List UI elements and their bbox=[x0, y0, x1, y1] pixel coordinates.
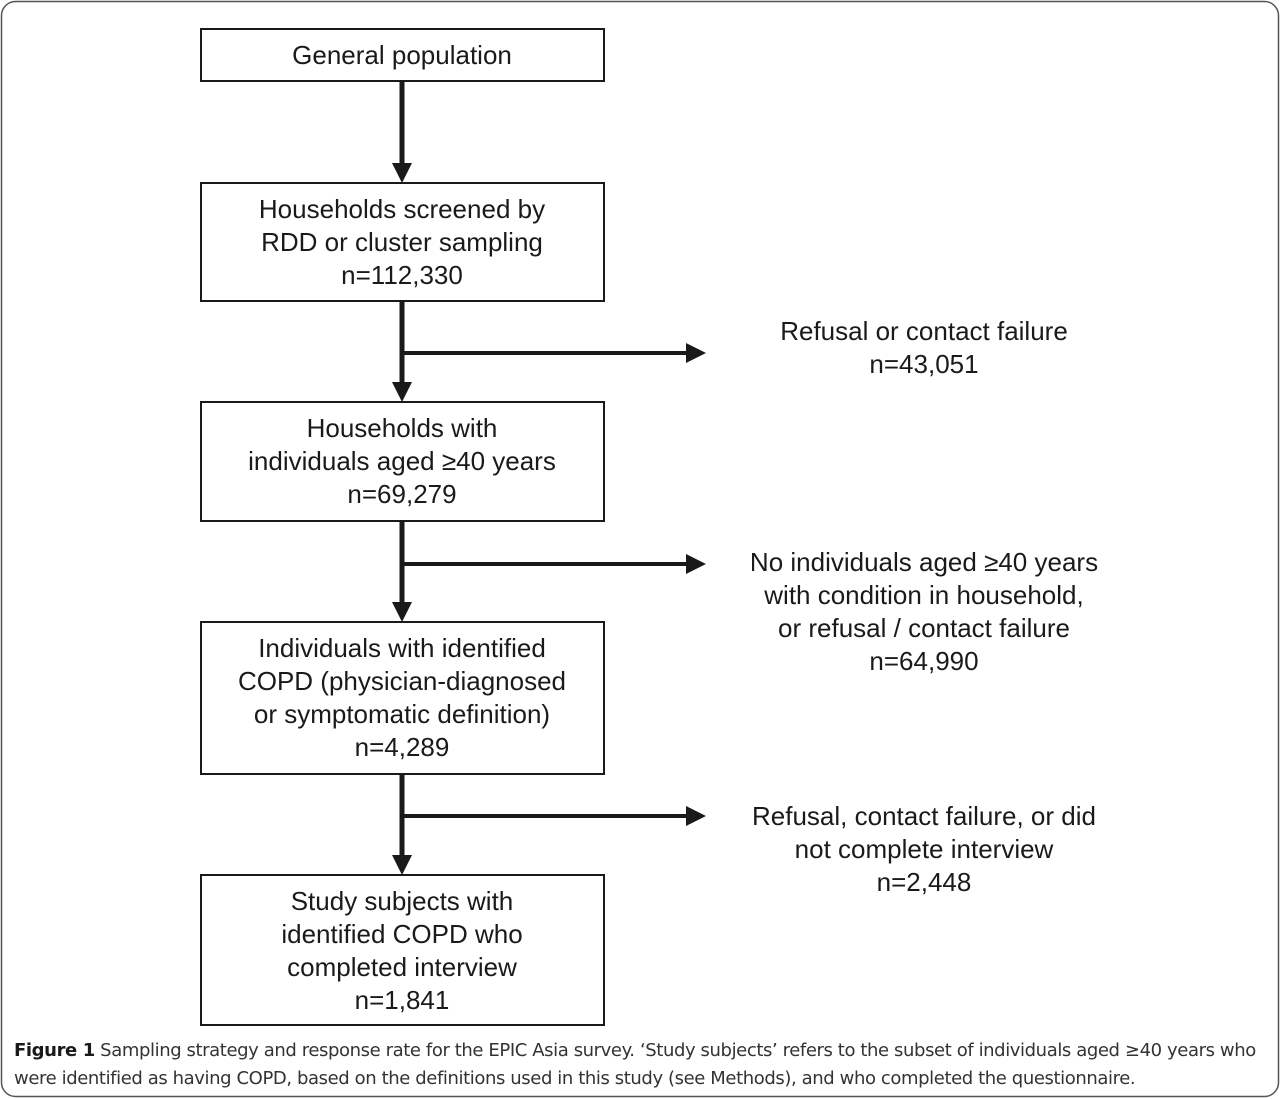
exclusion-text: Refusal or contact failure bbox=[780, 316, 1068, 346]
arrow-head bbox=[686, 343, 706, 363]
box-text: individuals aged ≥40 years bbox=[248, 446, 556, 476]
box-text: Households screened by bbox=[259, 194, 545, 224]
box-text: completed interview bbox=[287, 952, 517, 982]
exclusion-text: n=2,448 bbox=[877, 867, 972, 897]
exclusion-text: No individuals aged ≥40 years bbox=[750, 547, 1098, 577]
arrow-head bbox=[392, 163, 412, 183]
box-text: n=112,330 bbox=[341, 260, 463, 290]
arrow-head bbox=[686, 806, 706, 826]
box-text: Study subjects with bbox=[291, 886, 514, 916]
arrow-head bbox=[686, 554, 706, 574]
flow-box bbox=[200, 874, 605, 1026]
arrow-head bbox=[392, 382, 412, 402]
arrow-head bbox=[392, 855, 412, 875]
arrow-head bbox=[392, 602, 412, 622]
box-text: Households with bbox=[307, 413, 498, 443]
box-text: n=69,279 bbox=[347, 479, 456, 509]
box-text: General population bbox=[292, 40, 512, 70]
caption-text: Sampling strategy and response rate for … bbox=[14, 1040, 1256, 1089]
flow-box bbox=[200, 621, 605, 775]
flow-box bbox=[200, 401, 605, 522]
box-text: RDD or cluster sampling bbox=[261, 227, 543, 257]
flow-box bbox=[200, 182, 605, 302]
exclusion-text: n=43,051 bbox=[869, 349, 978, 379]
exclusion-text: with condition in household, bbox=[763, 580, 1083, 610]
exclusion-text: n=64,990 bbox=[869, 646, 978, 676]
caption-label: Figure 1 bbox=[14, 1040, 95, 1061]
box-text: identified COPD who bbox=[281, 919, 522, 949]
box-text: COPD (physician-diagnosed bbox=[238, 666, 566, 696]
box-text: Individuals with identified bbox=[258, 633, 546, 663]
exclusion-text: Refusal, contact failure, or did bbox=[752, 801, 1096, 831]
exclusion-text: not complete interview bbox=[795, 834, 1054, 864]
caption: Figure 1 Sampling strategy and response … bbox=[14, 1037, 1269, 1093]
box-text: or symptomatic definition) bbox=[254, 699, 550, 729]
exclusion-text: or refusal / contact failure bbox=[778, 613, 1070, 643]
box-text: n=4,289 bbox=[355, 732, 450, 762]
box-text: n=1,841 bbox=[355, 985, 450, 1015]
